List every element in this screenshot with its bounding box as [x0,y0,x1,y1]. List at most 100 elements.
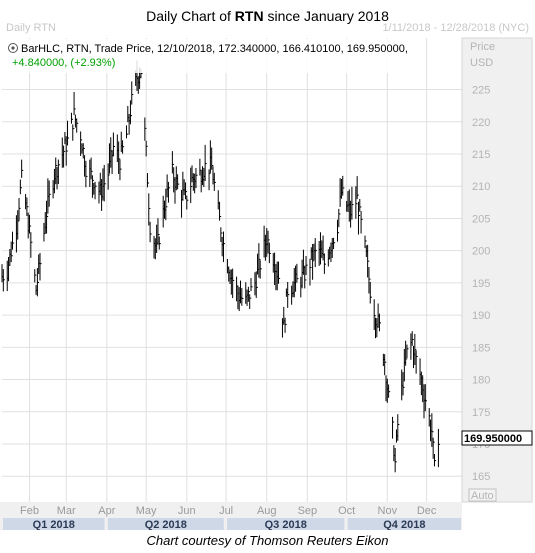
settings-icon-center [11,46,15,50]
x-tick-label-may: May [136,505,157,517]
price-bar [103,164,106,202]
x-tick-label-nov: Nov [378,505,398,517]
price-bar [213,172,216,191]
price-bar [428,408,431,427]
price-bar [296,263,299,283]
price-bar [312,244,315,280]
price-bar [309,258,312,286]
price-bar [433,453,437,467]
price-bar [247,286,250,302]
legend-line-1: BarHLC, RTN, Trade Price, 12/10/2018, 17… [21,43,408,55]
price-bar [2,269,5,292]
price-bar [145,140,148,157]
price-bar [112,132,115,157]
price-bar [373,299,376,330]
price-bar [368,266,371,294]
price-bar [355,186,358,219]
price-bar [394,448,397,473]
y-tick-label-165: 165 [472,471,490,483]
y-tick-labels: 165170175180185190195200205210215220225 [472,85,490,484]
bars-layer [1,60,441,473]
price-bar [204,144,207,181]
price-bar [424,384,427,412]
price-bar [360,211,363,234]
price-bar [392,416,395,439]
quarter-band-2 [107,518,224,530]
footer-caption: Chart courtesy of Thomson Reuters Eikon [146,533,389,548]
y-tick-label-180: 180 [472,375,490,387]
x-tick-label-mar: Mar [57,505,76,517]
price-bar [36,268,39,297]
price-bar [278,261,281,284]
chart-instrument-label: Daily RTN [6,22,56,34]
price-bar [72,124,75,141]
x-tick-label-apr: Apr [98,505,115,517]
price-bar [43,222,46,242]
price-bar [323,253,326,274]
price-bar [131,81,134,105]
price-bar [129,100,133,125]
month-labels: Feb Mar Apr May Jun Jul Aug Sep Oct Nov Dec [20,505,437,517]
x-tick-label-sep: Sep [298,505,318,517]
last-price-box [461,430,533,446]
price-bar [287,282,290,308]
price-bar [148,193,151,226]
price-bar [367,244,370,278]
price-bar [249,294,252,309]
chart-title: Daily Chart of RTN since January 2018 [0,8,535,24]
title-prefix: Daily Chart of [146,8,235,24]
price-bar [171,151,174,174]
quarter-label-3: Q3 2018 [265,519,307,530]
quarter-band-3 [227,518,345,530]
price-bar [431,413,434,447]
auto-scale-button[interactable] [468,488,497,502]
price-bar [342,175,345,196]
price-chart[interactable]: Price USD 165170175180185190195200205210… [0,0,535,530]
price-bar [255,271,258,298]
price-bar [208,169,211,191]
quarter-band-4 [347,518,461,530]
price-bar [73,92,76,116]
price-bar [384,354,387,376]
price-bar [250,278,253,292]
price-bar [48,180,51,207]
price-bar [338,208,341,228]
price-bar [222,231,226,263]
price-bar [55,157,58,185]
price-bar [406,344,409,359]
quarter-label-2: Q2 2018 [145,519,187,530]
last-price-marker: 169.950000 [461,430,533,446]
currency-label: USD [470,57,493,69]
price-bar [30,232,33,258]
price-bar [165,188,168,221]
price-bar [119,159,122,181]
price-bar [414,333,417,366]
price-bar [437,428,441,468]
price-bar [359,198,362,212]
price-bar [405,340,408,366]
price-bar [122,140,125,154]
y-tick-label-225: 225 [472,85,490,97]
price-bar [94,181,97,200]
legend-settings-icon[interactable] [8,43,18,53]
price-bar [57,159,60,184]
price-bar [336,219,340,242]
price-axis-title: Price [470,41,495,53]
x-tick-label-oct: Oct [338,505,355,517]
price-bar [144,117,147,141]
price-bar [186,195,189,210]
x-tick-label-dec: Dec [417,505,437,517]
legend-box: BarHLC, RTN, Trade Price, 12/10/2018, 17… [4,39,420,73]
y-tick-label-190: 190 [472,310,490,322]
quarter-label-4: Q4 2018 [383,519,425,530]
price-bar [80,131,83,156]
legend-background [4,39,420,73]
price-bar [70,112,74,124]
price-bar [85,160,88,188]
price-bar [17,210,20,240]
last-price-label: 169.950000 [464,433,522,445]
price-bar [411,331,414,346]
price-bar [267,230,270,254]
price-bar [241,288,244,306]
y-tick-label-185: 185 [472,342,490,354]
